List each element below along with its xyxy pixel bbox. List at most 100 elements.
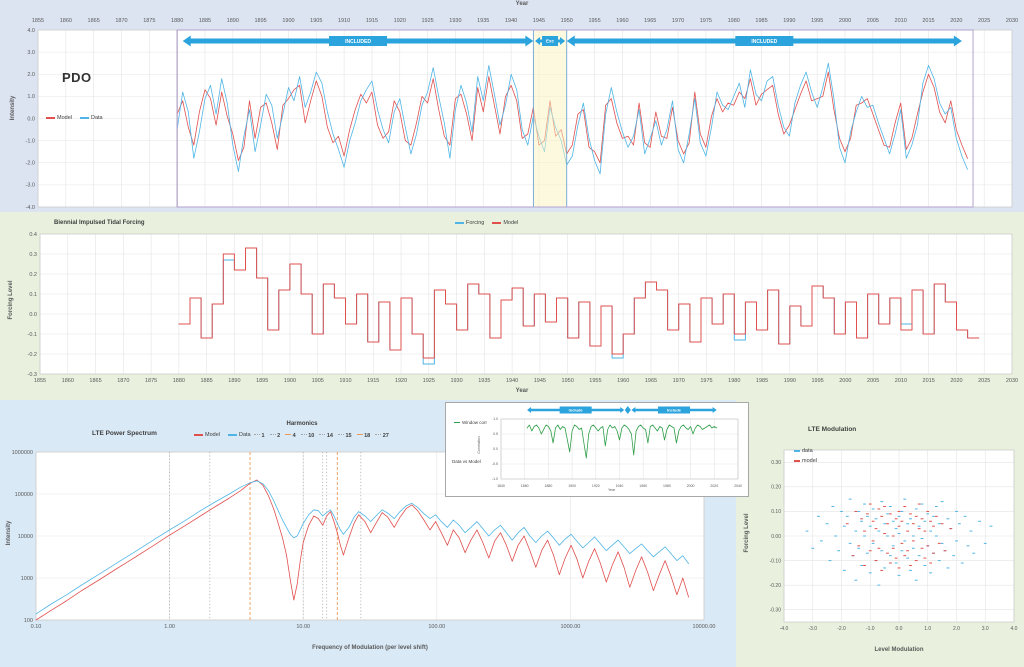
forcing-legend: Forcing Model: [455, 220, 518, 226]
svg-text:Include: Include: [569, 407, 584, 412]
window-corr-subtitle: Data vs Model: [452, 459, 481, 464]
forcing-chart-panel: 1855 1860 1865 1870 1875 1880 1885 1890 1895 1900…: [0, 212, 1024, 400]
window-corr-y-axis-title: Correlation: [477, 436, 481, 454]
svg-text:1930: 1930: [450, 378, 462, 384]
svg-text:1915: 1915: [367, 378, 379, 384]
svg-text:1920: 1920: [592, 484, 600, 488]
svg-text:2030: 2030: [1006, 18, 1018, 24]
svg-text:1920: 1920: [395, 378, 407, 384]
pdo-plot-area: 1855 1860 1865 1870 1875 1880 1885 1890 1895 1900…: [26, 18, 1019, 211]
svg-text:1960: 1960: [617, 378, 629, 384]
svg-text:-1.0: -1.0: [492, 477, 498, 481]
modulation-legend-data-label: data: [802, 448, 813, 454]
model-marker-swatch-icon: [794, 460, 800, 462]
svg-text:1985: 1985: [756, 378, 768, 384]
svg-text:10000: 10000: [18, 534, 33, 540]
svg-text:1995: 1995: [811, 18, 823, 24]
svg-text:0.10: 0.10: [31, 624, 42, 630]
svg-text:1890: 1890: [228, 378, 240, 384]
svg-text:0.2: 0.2: [29, 272, 37, 278]
harmonic-line-swatch-icon: [375, 434, 382, 435]
spectrum-y-axis-title: Intensity: [6, 520, 12, 546]
svg-text:1860: 1860: [521, 484, 529, 488]
svg-text:2030: 2030: [1006, 378, 1018, 384]
modulation-plot-area: -4.0 -3.0 -2.0 -1.0 0.0 1.0 2.0 3.0 4.0 0.30 0.20 0…: [770, 449, 1018, 632]
harmonic-line-swatch-icon: [337, 434, 344, 435]
harmonic-value-27: 27: [375, 433, 389, 439]
svg-text:1975: 1975: [700, 18, 712, 24]
harmonic-value-14: 14: [319, 433, 333, 439]
svg-text:0.00: 0.00: [771, 534, 781, 540]
harmonic-line-swatch-icon: [285, 434, 292, 435]
svg-text:2.0: 2.0: [27, 72, 35, 78]
svg-text:1865: 1865: [89, 378, 101, 384]
svg-text:-0.3: -0.3: [28, 372, 37, 378]
modulation-x-axis-title: Level Modulation: [874, 647, 924, 653]
svg-text:-1.0: -1.0: [866, 626, 875, 632]
svg-text:2000: 2000: [839, 378, 851, 384]
svg-text:-0.1: -0.1: [28, 332, 37, 338]
svg-text:2005: 2005: [867, 378, 879, 384]
svg-text:2015: 2015: [922, 18, 934, 24]
data-line-swatch-icon: [79, 117, 89, 119]
svg-text:1935: 1935: [477, 18, 489, 24]
svg-text:1885: 1885: [199, 18, 211, 24]
svg-text:1000.00: 1000.00: [560, 624, 580, 630]
window-corr-x-axis-title: Year: [608, 488, 616, 492]
svg-text:2025: 2025: [978, 378, 990, 384]
svg-text:1990: 1990: [784, 378, 796, 384]
pdo-x-axis-title: Year: [515, 1, 529, 7]
harmonic-value-1: 1: [254, 433, 265, 439]
harmonic-line-swatch-icon: [254, 434, 260, 435]
svg-text:1965: 1965: [644, 18, 656, 24]
svg-text:1935: 1935: [478, 378, 490, 384]
svg-text:1860: 1860: [62, 378, 74, 384]
forcing-legend-model-label: Model: [503, 220, 519, 226]
svg-text:1950: 1950: [561, 18, 573, 24]
data-line-swatch-icon: [227, 434, 237, 436]
svg-text:1880: 1880: [173, 378, 185, 384]
svg-text:1895: 1895: [255, 18, 267, 24]
svg-text:-2.0: -2.0: [837, 626, 846, 632]
svg-text:1910: 1910: [338, 18, 350, 24]
pdo-title: PDO: [62, 70, 92, 85]
modulation-legend: data model: [794, 448, 817, 464]
svg-text:0.5: 0.5: [493, 432, 498, 436]
svg-text:-0.2: -0.2: [28, 352, 37, 358]
svg-text:1955: 1955: [589, 378, 601, 384]
svg-text:-0.30: -0.30: [770, 608, 782, 614]
svg-text:2025: 2025: [978, 18, 990, 24]
svg-text:1890: 1890: [227, 18, 239, 24]
svg-text:2.0: 2.0: [953, 626, 960, 632]
harmonic-value-15: 15: [337, 433, 352, 439]
svg-text:1965: 1965: [645, 378, 657, 384]
svg-text:1985: 1985: [755, 18, 767, 24]
svg-text:1900: 1900: [282, 18, 294, 24]
forcing-title: Biennial Impulsed Tidal Forcing: [54, 220, 145, 226]
svg-text:1940: 1940: [505, 18, 517, 24]
svg-text:-3.0: -3.0: [808, 626, 817, 632]
svg-text:1950: 1950: [562, 378, 574, 384]
svg-text:1955: 1955: [588, 18, 600, 24]
svg-text:1905: 1905: [310, 18, 322, 24]
svg-text:2000: 2000: [839, 18, 851, 24]
svg-text:10000.00: 10000.00: [693, 624, 716, 630]
window-corr-inset-panel: 1840 1860 1880 1900 1920 1940 1960 1980 2000 2020…: [445, 402, 749, 497]
svg-text:1000000: 1000000: [12, 450, 33, 456]
data-marker-swatch-icon: [794, 450, 800, 452]
svg-text:1865: 1865: [88, 18, 100, 24]
svg-text:-0.10: -0.10: [770, 558, 782, 564]
modulation-title: LTE Modulation: [808, 426, 857, 433]
model-line-swatch-icon: [46, 117, 55, 119]
spectrum-x-axis-title: Frequency of Modulation (per level shift…: [312, 645, 428, 651]
svg-text:1960: 1960: [616, 18, 628, 24]
window-corr-line-swatch-icon: [454, 421, 460, 424]
svg-text:0.20: 0.20: [771, 485, 781, 491]
harmonic-value-4: 4: [285, 433, 296, 439]
svg-text:1875: 1875: [143, 18, 155, 24]
svg-text:1905: 1905: [312, 378, 324, 384]
spectrum-legend-item-model: Model: [194, 432, 220, 438]
svg-text:1925: 1925: [423, 378, 435, 384]
svg-text:3.0: 3.0: [27, 50, 35, 56]
svg-text:1970: 1970: [672, 18, 684, 24]
